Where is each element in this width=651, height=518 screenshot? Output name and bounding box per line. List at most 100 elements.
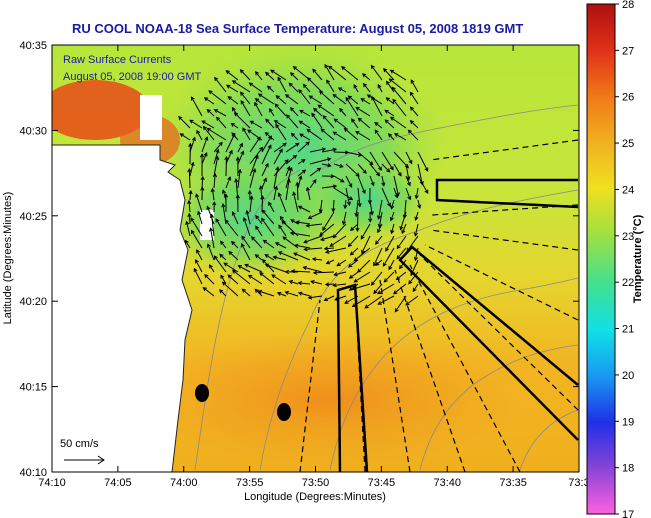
current-arrow-head — [305, 141, 310, 146]
current-arrow — [319, 90, 335, 105]
colorbar-tick-label: 23 — [622, 231, 634, 243]
current-arrow — [357, 151, 374, 165]
current-arrow-head — [302, 265, 307, 270]
current-arrow-head — [289, 72, 295, 77]
current-arrow-head — [297, 281, 302, 286]
current-arrow-head — [355, 227, 360, 233]
current-arrow — [371, 96, 383, 117]
current-arrow-head — [215, 116, 221, 121]
current-arrow-head — [299, 133, 304, 138]
current-arrow — [269, 108, 275, 117]
current-arrow — [390, 116, 407, 129]
current-arrow — [299, 133, 311, 141]
x-tick-label: 73:40 — [433, 477, 461, 489]
current-arrow — [232, 80, 251, 93]
y-tick-label: 40:30 — [19, 125, 47, 137]
current-arrow-head — [197, 210, 202, 216]
current-arrow — [274, 103, 287, 117]
current-arrow-head — [389, 166, 394, 171]
current-arrow — [273, 149, 283, 165]
current-arrow — [410, 79, 419, 93]
current-arrow — [296, 182, 299, 201]
current-arrow-head — [277, 192, 282, 197]
current-arrow-head — [206, 127, 211, 132]
current-arrow — [275, 95, 287, 105]
current-arrow — [412, 283, 419, 292]
current-arrow — [291, 270, 311, 273]
current-arrow — [249, 168, 256, 189]
current-arrow-head — [203, 97, 209, 102]
current-arrow-head — [333, 118, 338, 123]
current-arrow — [375, 235, 383, 245]
current-arrow-head — [367, 200, 372, 205]
current-arrow — [342, 211, 347, 225]
x-tick-label: 74:00 — [170, 477, 198, 489]
current-arrow — [384, 119, 395, 129]
current-arrow-head — [375, 261, 380, 266]
current-arrow — [313, 271, 335, 274]
current-arrow — [414, 223, 419, 236]
current-arrow — [214, 255, 227, 273]
current-arrow-head — [327, 157, 332, 162]
colorbar-tick-label: 17 — [622, 509, 634, 518]
current-arrow — [321, 163, 331, 167]
current-arrow — [417, 175, 429, 194]
current-arrow-head — [276, 291, 282, 296]
current-arrow — [334, 118, 347, 129]
current-arrow — [247, 129, 263, 141]
current-arrow-head — [398, 264, 404, 270]
current-arrow-head — [290, 269, 296, 274]
current-arrow-head — [242, 127, 247, 132]
current-arrow — [251, 236, 263, 249]
current-arrow-head — [295, 181, 300, 186]
current-arrow — [345, 175, 353, 188]
current-arrow — [225, 176, 231, 189]
current-arrow-head — [215, 155, 220, 161]
current-arrow-head — [317, 104, 322, 109]
current-arrow — [204, 97, 215, 105]
current-arrow-head — [366, 94, 372, 99]
current-arrow — [369, 163, 380, 176]
current-arrow — [321, 148, 337, 153]
current-arrow-head — [346, 201, 351, 206]
current-arrow-head — [424, 167, 429, 172]
current-arrow — [197, 211, 203, 225]
surface-current-arrows — [178, 63, 429, 313]
current-arrow-head — [343, 204, 348, 210]
current-arrow-head — [310, 279, 315, 285]
current-arrow-head — [190, 217, 195, 222]
x-tick-label: 73:3 — [568, 477, 589, 489]
current-arrow-head — [220, 274, 225, 279]
current-arrow-head — [297, 205, 303, 210]
current-arrow-head — [384, 119, 389, 124]
current-arrow-head — [322, 226, 327, 231]
current-arrow-head — [311, 112, 316, 117]
current-arrow — [405, 295, 419, 306]
current-arrow — [288, 82, 299, 93]
current-arrow — [273, 256, 287, 261]
current-arrow — [405, 187, 411, 200]
current-arrow-head — [409, 106, 415, 111]
current-arrow — [220, 241, 227, 249]
current-arrow-head — [239, 142, 243, 148]
current-arrow-head — [392, 98, 397, 103]
current-arrow — [374, 122, 383, 129]
current-arrow-head — [393, 133, 399, 137]
current-arrow-head — [312, 270, 318, 275]
current-arrow — [254, 288, 263, 297]
current-arrow-head — [179, 133, 184, 138]
current-arrow — [195, 193, 203, 213]
current-arrow-head — [385, 247, 390, 252]
current-arrow-head — [409, 91, 414, 96]
current-arrow — [393, 283, 407, 295]
current-arrow — [213, 156, 219, 177]
current-arrow-head — [327, 163, 332, 168]
current-arrow-head — [313, 107, 318, 112]
current-arrow-head — [289, 231, 295, 236]
current-arrow — [246, 210, 251, 225]
current-arrow — [381, 175, 385, 186]
current-arrow — [208, 90, 227, 105]
x-tick-label: 73:45 — [368, 477, 396, 489]
colorbar-ticks: 28 27 26 25 24 23 22 21 20 19 18 17 — [615, 0, 634, 518]
current-arrow-head — [376, 172, 381, 177]
